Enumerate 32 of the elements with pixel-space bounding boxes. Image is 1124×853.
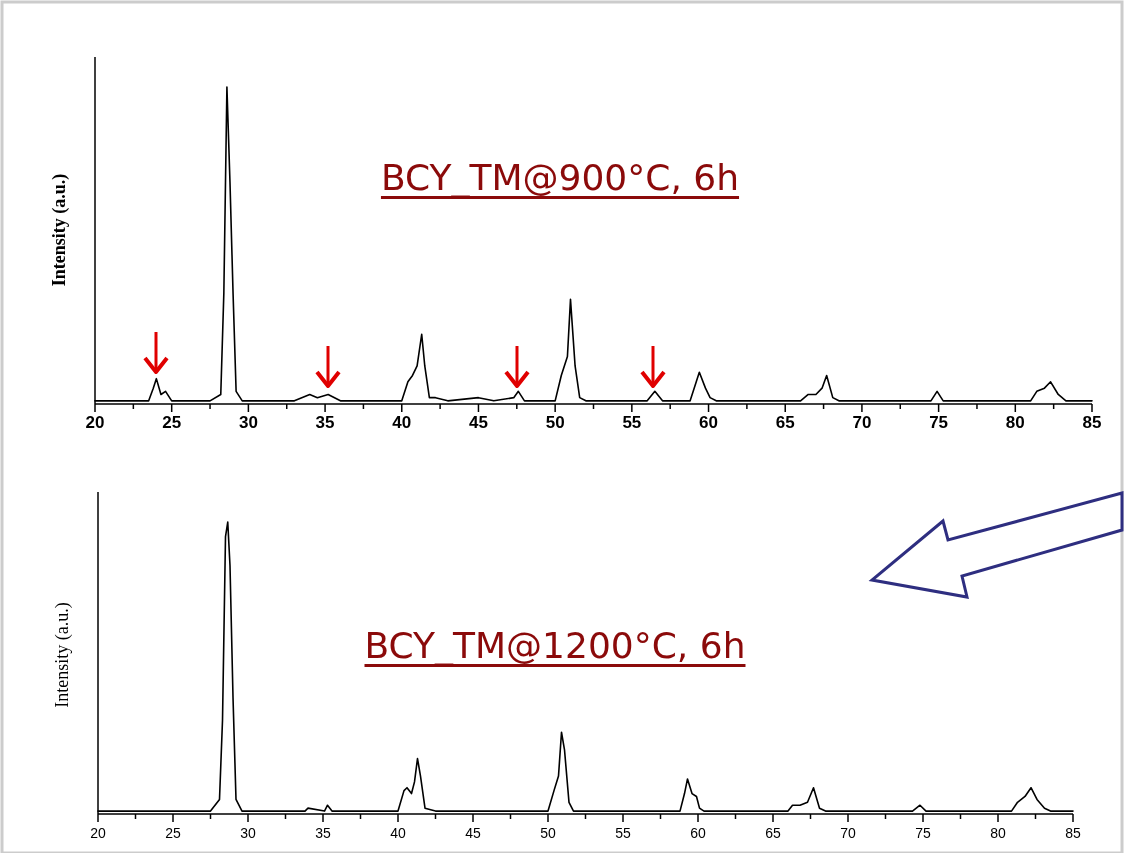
x-tick-label: 40: [392, 413, 412, 432]
x-tick-label: 20: [85, 413, 105, 432]
x-tick-label: 35: [315, 825, 331, 841]
x-tick-label: 50: [540, 825, 556, 841]
y-axis-title: Intensity (a.u.): [52, 602, 73, 708]
text: BCY_TM@1200°C, 6h: [364, 624, 746, 668]
x-tick-label: 50: [545, 413, 565, 432]
x-tick-label: 30: [238, 413, 258, 432]
x-tick-label: 85: [1082, 413, 1102, 432]
x-tick-label: 65: [775, 413, 795, 432]
x-tick-label: 80: [990, 825, 1006, 841]
text: BCY_TM@900°C, 6h: [380, 156, 740, 200]
x-tick-label: 25: [165, 825, 181, 841]
x-tick-label: 70: [852, 413, 872, 432]
x-tick-label: 20: [90, 825, 106, 841]
x-tick-label: 45: [465, 825, 481, 841]
x-tick-label: 70: [840, 825, 856, 841]
x-tick-label: 45: [469, 413, 488, 432]
x-tick-label: 25: [162, 413, 182, 432]
x-tick-label: 85: [1065, 825, 1081, 841]
x-tick-label: 80: [1005, 413, 1025, 432]
x-tick-label: 40: [390, 825, 406, 841]
x-tick-label: 60: [690, 825, 706, 841]
x-tick-label: 55: [622, 413, 642, 432]
x-tick-label: 30: [240, 825, 256, 841]
x-tick-label: 60: [699, 413, 718, 432]
y-axis-title: Intensity (a.u.): [49, 173, 70, 287]
x-tick-label: 75: [915, 825, 931, 841]
x-tick-label: 35: [315, 413, 335, 432]
x-tick-label: 75: [929, 413, 949, 432]
x-tick-label: 65: [765, 825, 781, 841]
x-tick-label: 55: [615, 825, 631, 841]
